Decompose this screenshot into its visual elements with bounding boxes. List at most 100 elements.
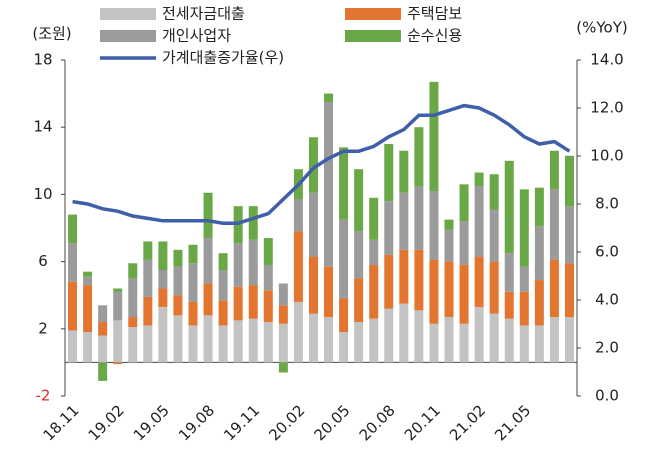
bar-segment [293, 301, 303, 363]
bar-segment [203, 315, 213, 363]
bar-segment [564, 206, 574, 264]
y2-tick-label: 12.0 [590, 99, 623, 117]
bar-segment [399, 249, 409, 304]
bar-segment [459, 184, 469, 222]
bar-segment [278, 283, 288, 306]
y2-tick-label: 10.0 [590, 147, 623, 165]
bar-segment [233, 243, 243, 287]
bar-segment [459, 323, 469, 363]
bar-segment [474, 186, 484, 257]
bar-segment [128, 317, 138, 328]
bar-segment [248, 239, 258, 286]
legend-swatch [100, 8, 156, 20]
bar-segment [519, 266, 529, 292]
bar-segment [339, 298, 349, 333]
bar-segment [263, 264, 273, 291]
bar-segment [549, 259, 559, 318]
bar-segment [263, 238, 273, 265]
bar-segment [369, 318, 379, 363]
bar-segment [218, 325, 228, 363]
bar-segment [218, 300, 228, 326]
bar-segment [534, 187, 544, 227]
bar-segment [504, 160, 514, 254]
bar-segment [534, 226, 544, 281]
bar-segment [128, 263, 138, 279]
bar-segment [444, 261, 454, 318]
bar-segment [414, 249, 424, 311]
bar-segment [173, 249, 183, 267]
bar-segment [489, 209, 499, 262]
bar-segment [233, 286, 243, 321]
bar-segment [158, 306, 168, 363]
bar-segment [143, 241, 153, 260]
legend-label: 전세자금대출 [162, 5, 245, 23]
bar-segment [98, 362, 108, 381]
bar-segment [143, 296, 153, 326]
bar-segment [293, 231, 303, 302]
bar-segment [414, 186, 424, 250]
bar-segment [489, 261, 499, 314]
bar-segment [68, 243, 78, 282]
bar-segment [504, 253, 514, 292]
bar-segment [354, 169, 364, 232]
y-tick-label: 10 [33, 185, 52, 203]
y-axis-title: (조원) [32, 25, 71, 43]
legend-swatch [345, 30, 401, 42]
bar-segment [158, 270, 168, 289]
bar-segment [369, 264, 379, 319]
bar-segment [83, 332, 93, 363]
bar-segment [489, 313, 499, 363]
bar-segment [128, 327, 138, 363]
bar-segment [339, 219, 349, 299]
bar-segment [68, 214, 78, 244]
bar-segment [444, 219, 454, 230]
y2-axis-title: (%YoY) [576, 19, 627, 37]
y2-tick-label: 2.0 [595, 339, 619, 357]
bar-segment [354, 322, 364, 363]
bar-segment [414, 310, 424, 363]
bar-segment [188, 325, 198, 363]
bar-segment [399, 192, 409, 250]
bar-segment [113, 320, 123, 363]
bar-segment [158, 241, 168, 270]
bar-segment [324, 102, 334, 267]
y-tick-label: -2 [36, 387, 51, 405]
legend-swatch [345, 8, 401, 20]
bar-segment [173, 295, 183, 316]
bar-segment [233, 320, 243, 363]
bar-segment [308, 192, 318, 257]
bar-segment [113, 291, 123, 321]
bar-segment [98, 335, 108, 363]
bar-segment [384, 254, 394, 309]
bar-segment [324, 266, 334, 318]
bar-segment [143, 325, 153, 363]
bar-segment [113, 362, 123, 365]
bar-segment [474, 256, 484, 307]
bar-segment [474, 172, 484, 186]
bar-segment [504, 318, 514, 363]
bar-segment [278, 362, 288, 373]
bar-segment [549, 317, 559, 363]
bar-segment [203, 283, 213, 316]
bar-segment [489, 174, 499, 210]
bar-segment [98, 305, 108, 323]
bar-segment [188, 301, 198, 326]
bar-segment [549, 189, 559, 260]
bar-segment [263, 290, 273, 323]
bar-segment [504, 291, 514, 319]
bar-segment [83, 276, 93, 286]
bar-segment [354, 278, 364, 323]
bar-segment [369, 197, 379, 240]
bar-segment [339, 147, 349, 220]
bar-segment [98, 322, 108, 336]
bar-segment [384, 308, 394, 363]
bar-segment [218, 270, 228, 301]
bar-segment [203, 192, 213, 239]
bar-segment [173, 266, 183, 296]
bar-segment [564, 263, 574, 318]
bar-segment [128, 278, 138, 318]
y-tick-label: 14 [33, 118, 52, 136]
y-tick-label: 18 [33, 51, 52, 69]
bar-segment [414, 127, 424, 186]
bar-segment [324, 93, 334, 102]
